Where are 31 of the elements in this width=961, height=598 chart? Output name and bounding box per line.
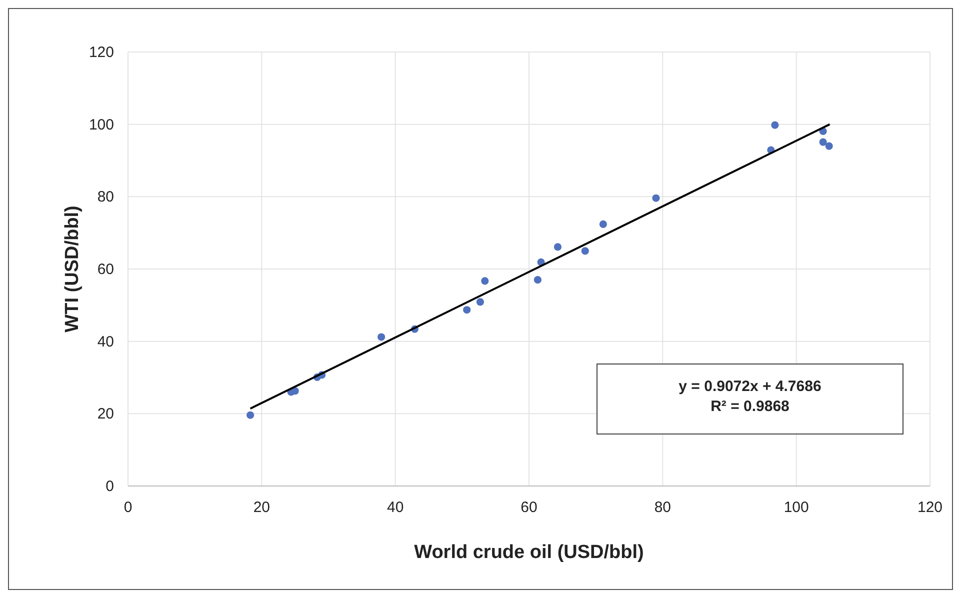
x-tick-label: 120	[917, 499, 943, 516]
x-tick-label: 100	[784, 499, 809, 516]
point	[825, 142, 833, 150]
x-tick-label: 80	[654, 499, 672, 516]
y-tick-label: 80	[97, 188, 114, 206]
y-tick-label: 60	[97, 261, 114, 278]
point	[581, 247, 589, 255]
point	[599, 220, 607, 228]
point	[554, 243, 562, 251]
point	[481, 277, 489, 285]
annotation: y = 0.9072x + 4.7686	[678, 378, 822, 395]
y-tick-label: 0	[106, 478, 114, 495]
point	[476, 298, 484, 306]
point	[463, 306, 471, 314]
point	[819, 138, 827, 146]
x-tick-label: 0	[124, 499, 132, 516]
x-tick-label: 60	[520, 499, 538, 516]
annotation: R² = 0.9868	[710, 398, 790, 415]
point	[771, 121, 779, 129]
point	[246, 411, 254, 419]
y-tick-label: 40	[97, 333, 114, 350]
x-tick-label: 40	[386, 499, 404, 516]
x-tick-label: 20	[253, 499, 270, 516]
point	[378, 333, 386, 341]
x-axis-title: World crude oil (USD/bbl)	[414, 542, 644, 563]
y-tick-label: 120	[88, 44, 114, 61]
point	[534, 276, 542, 284]
point	[652, 194, 660, 202]
y-tick-label: 20	[97, 406, 114, 423]
y-axis-title: WTI (USD/bbl)	[62, 206, 83, 332]
y-tick-label: 100	[88, 116, 114, 134]
